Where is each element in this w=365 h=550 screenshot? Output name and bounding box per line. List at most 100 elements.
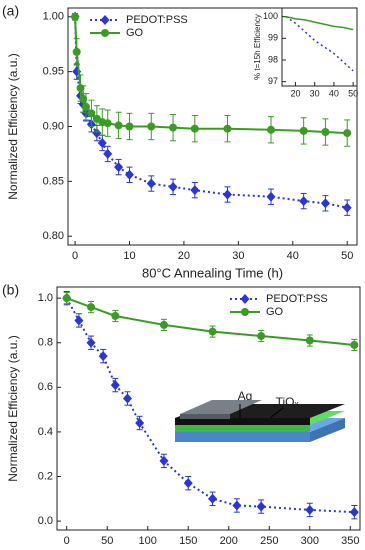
x-tick-label: 0 <box>72 250 78 262</box>
series-line <box>285 15 354 31</box>
x-tick-label: 150 <box>179 535 197 547</box>
data-point <box>343 129 352 138</box>
data-point <box>349 507 359 518</box>
data-point <box>62 294 71 303</box>
y-axis-label: Normalized Efficiency (a.u.) <box>6 335 20 482</box>
data-point <box>103 119 112 128</box>
y-axis-label: % t=15h Efficiency <box>253 14 262 80</box>
data-point <box>169 123 178 132</box>
x-tick-label: 200 <box>220 535 238 547</box>
ag-electrode <box>180 400 262 414</box>
data-point <box>103 148 113 159</box>
data-point <box>74 315 84 326</box>
y-tick-label: 0.95 <box>43 66 64 78</box>
active-side <box>175 425 310 432</box>
x-tick-label: 100 <box>139 535 157 547</box>
tio-side <box>175 418 310 425</box>
data-point <box>135 417 145 428</box>
y-tick-label: 98 <box>268 54 278 64</box>
x-axis-label: 80°C Annealing Time (h) <box>142 265 283 280</box>
y-tick-label: 0.90 <box>43 120 64 132</box>
data-point <box>125 122 134 131</box>
x-tick-label: 250 <box>260 535 278 547</box>
legend-marker <box>240 294 250 304</box>
data-point <box>267 125 276 134</box>
x-tick-label: 20 <box>290 88 300 98</box>
y-tick-label: 0.4 <box>38 426 53 438</box>
data-point <box>168 181 178 192</box>
data-point <box>125 169 135 180</box>
panel-label: (a) <box>2 3 19 19</box>
data-point <box>111 311 120 320</box>
y-axis-label: Normalized Efficiency (a.u.) <box>6 53 20 200</box>
data-point <box>72 47 81 56</box>
data-point <box>122 393 132 404</box>
data-point <box>222 189 232 200</box>
data-point <box>256 501 266 512</box>
legend-marker <box>101 29 109 37</box>
y-tick-label: 1.0 <box>38 292 53 304</box>
data-point <box>299 126 308 135</box>
substrate-side <box>175 432 310 442</box>
data-point <box>87 303 96 312</box>
data-point <box>208 493 218 504</box>
data-point <box>71 12 80 21</box>
x-tick-label: 50 <box>341 250 353 262</box>
y-tick-label: 100 <box>263 11 278 21</box>
x-tick-label: 10 <box>123 250 135 262</box>
plot-frame <box>281 7 358 87</box>
data-point <box>98 351 108 362</box>
data-point <box>190 124 199 133</box>
x-tick-label: 30 <box>310 88 320 98</box>
substrate-edge <box>310 418 345 442</box>
series-line <box>285 16 354 72</box>
data-point <box>114 121 123 130</box>
ag-side <box>180 414 230 419</box>
data-point <box>87 109 96 118</box>
legend-label: PEDOT:PSS <box>126 14 188 26</box>
panel-label: (b) <box>2 282 19 298</box>
annotation: Ag <box>238 389 253 403</box>
legend-marker <box>241 308 249 316</box>
x-tick-label: 0 <box>64 535 70 547</box>
y-tick-label: 0.2 <box>38 470 53 482</box>
data-point <box>342 202 352 213</box>
data-point <box>97 137 107 148</box>
x-tick-label: 30 <box>232 250 244 262</box>
y-tick-label: 0.8 <box>38 337 53 349</box>
data-point <box>110 380 120 391</box>
x-tick-label: 50 <box>348 88 358 98</box>
legend-label: GO <box>266 306 284 318</box>
data-point <box>114 162 124 173</box>
y-tick-label: 97 <box>268 76 278 86</box>
data-point <box>147 122 156 131</box>
data-point <box>190 185 200 196</box>
data-point <box>92 128 102 139</box>
x-tick-label: 40 <box>329 88 339 98</box>
y-tick-label: 0.0 <box>38 515 53 527</box>
data-point <box>159 455 169 466</box>
data-point <box>159 320 168 329</box>
data-point <box>86 337 96 348</box>
data-point <box>79 95 88 104</box>
data-point <box>76 84 85 93</box>
x-tick-label: 300 <box>301 535 319 547</box>
data-point <box>266 191 276 202</box>
legend-marker <box>100 15 110 25</box>
y-tick-label: 99 <box>268 33 278 43</box>
y-tick-label: 0.80 <box>43 230 64 242</box>
x-tick-label: 20 <box>178 250 190 262</box>
y-tick-label: 0.85 <box>43 175 64 187</box>
data-point <box>223 124 232 133</box>
y-tick-label: 1.00 <box>43 11 64 23</box>
data-point <box>321 127 330 136</box>
data-point <box>208 327 217 336</box>
device-illustration <box>175 400 345 442</box>
series-line <box>66 297 355 346</box>
x-tick-label: 50 <box>101 535 113 547</box>
x-tick-label: 350 <box>341 535 359 547</box>
data-point <box>320 198 330 209</box>
data-point <box>305 504 315 515</box>
data-point <box>257 332 266 341</box>
data-point <box>81 102 90 111</box>
